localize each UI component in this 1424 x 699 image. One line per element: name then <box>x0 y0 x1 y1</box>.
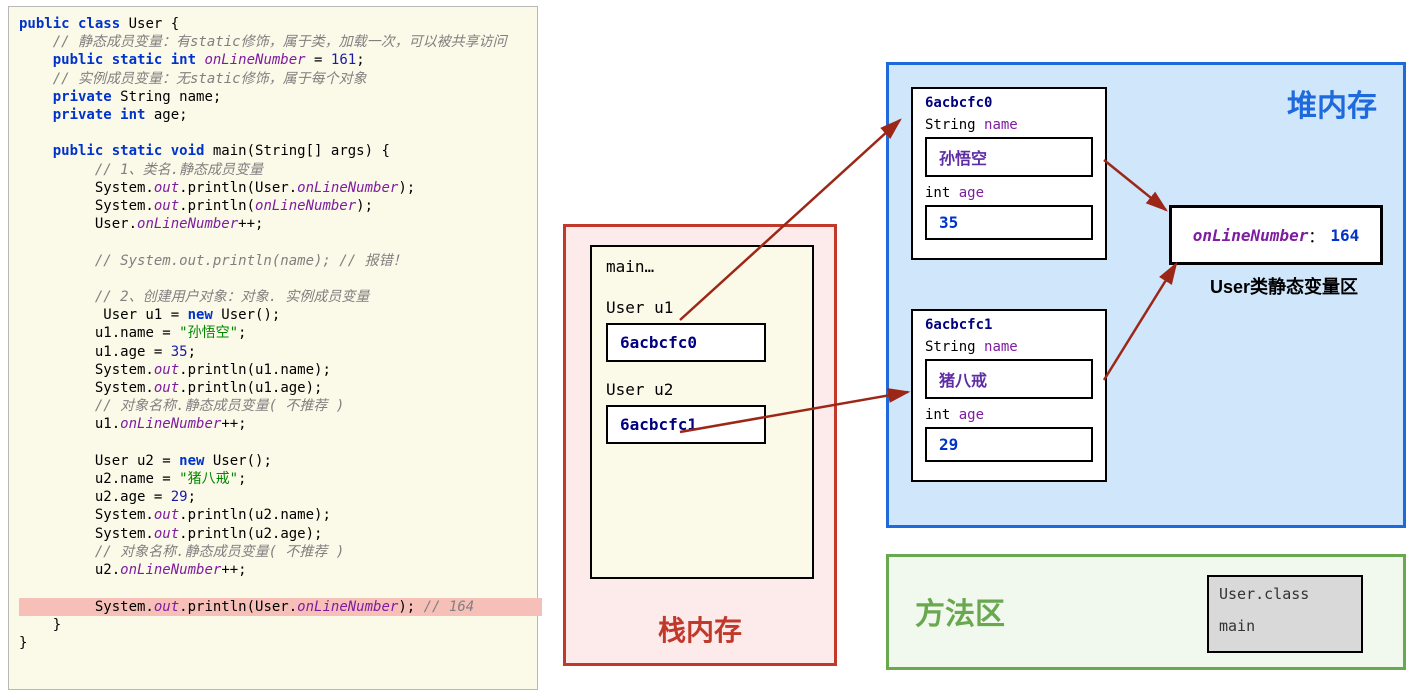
var-u1-label: User u1 <box>606 298 798 317</box>
obj1-addr: 6acbcfc0 <box>925 95 1093 111</box>
stack-frame-main: main… User u1 6acbcfc0 User u2 6acbcfc1 <box>590 245 814 579</box>
obj1-name-val: 孙悟空 <box>925 137 1093 177</box>
method-area-title: 方法区 <box>915 589 1005 633</box>
var-u1-addr: 6acbcfc0 <box>606 323 766 362</box>
obj2-name-val: 猪八戒 <box>925 359 1093 399</box>
class-name: User.class <box>1219 585 1351 603</box>
heap-object-1: 6acbcfc0 String name 孙悟空 int age 35 <box>911 87 1107 260</box>
frame-label: main… <box>606 257 798 276</box>
heap-title: 堆内存 <box>1287 81 1377 125</box>
class-box: User.class main <box>1207 575 1363 653</box>
obj1-name-label: String name <box>925 117 1093 133</box>
obj1-age-label: int age <box>925 185 1093 201</box>
method-area-region: 方法区 User.class main <box>886 554 1406 670</box>
class-main: main <box>1219 617 1351 635</box>
stack-title: 栈内存 <box>566 609 834 649</box>
code-panel: public class User { // 静态成员变量：有static修饰，… <box>8 6 538 690</box>
stack-memory-region: main… User u1 6acbcfc0 User u2 6acbcfc1 … <box>563 224 837 666</box>
obj2-name-label: String name <box>925 339 1093 355</box>
var-u2-addr: 6acbcfc1 <box>606 405 766 444</box>
heap-object-2: 6acbcfc1 String name 猪八戒 int age 29 <box>911 309 1107 482</box>
obj2-age-label: int age <box>925 407 1093 423</box>
heap-memory-region: 堆内存 6acbcfc0 String name 孙悟空 int age 35 … <box>886 62 1406 528</box>
obj2-addr: 6acbcfc1 <box>925 317 1093 333</box>
static-area-label: User类静态变量区 <box>1169 273 1399 299</box>
var-u2-label: User u2 <box>606 380 798 399</box>
obj1-age-val: 35 <box>925 205 1093 240</box>
static-var-box: onLineNumber ：164 <box>1169 205 1383 265</box>
obj2-age-val: 29 <box>925 427 1093 462</box>
